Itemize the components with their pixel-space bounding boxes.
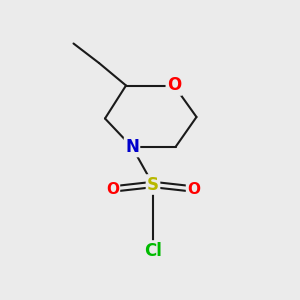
Text: Cl: Cl bbox=[144, 242, 162, 260]
Text: O: O bbox=[106, 182, 119, 196]
Text: N: N bbox=[125, 138, 139, 156]
Text: S: S bbox=[147, 176, 159, 194]
Text: O: O bbox=[167, 76, 181, 94]
Text: O: O bbox=[187, 182, 200, 196]
